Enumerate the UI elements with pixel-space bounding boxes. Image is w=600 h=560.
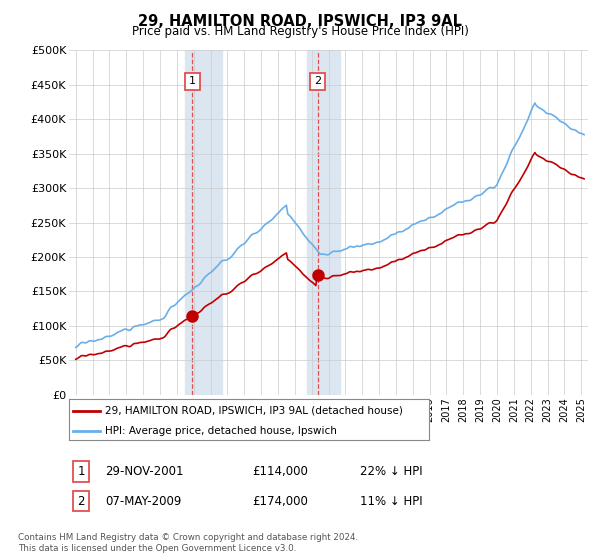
Text: 22% ↓ HPI: 22% ↓ HPI — [360, 465, 422, 478]
Text: £114,000: £114,000 — [252, 465, 308, 478]
Text: 1: 1 — [77, 465, 85, 478]
Bar — [307, 50, 340, 395]
Text: 11% ↓ HPI: 11% ↓ HPI — [360, 494, 422, 508]
Text: 29, HAMILTON ROAD, IPSWICH, IP3 9AL (detached house): 29, HAMILTON ROAD, IPSWICH, IP3 9AL (det… — [105, 405, 403, 416]
Text: Contains HM Land Registry data © Crown copyright and database right 2024.
This d: Contains HM Land Registry data © Crown c… — [18, 533, 358, 553]
Bar — [185, 50, 223, 395]
Text: 29, HAMILTON ROAD, IPSWICH, IP3 9AL: 29, HAMILTON ROAD, IPSWICH, IP3 9AL — [138, 14, 462, 29]
Text: 07-MAY-2009: 07-MAY-2009 — [105, 494, 181, 508]
Text: HPI: Average price, detached house, Ipswich: HPI: Average price, detached house, Ipsw… — [105, 426, 337, 436]
Text: 1: 1 — [188, 76, 196, 86]
Text: Price paid vs. HM Land Registry's House Price Index (HPI): Price paid vs. HM Land Registry's House … — [131, 25, 469, 38]
Text: 29-NOV-2001: 29-NOV-2001 — [105, 465, 184, 478]
Text: 2: 2 — [314, 76, 321, 86]
Text: £174,000: £174,000 — [252, 494, 308, 508]
Text: 2: 2 — [77, 494, 85, 508]
